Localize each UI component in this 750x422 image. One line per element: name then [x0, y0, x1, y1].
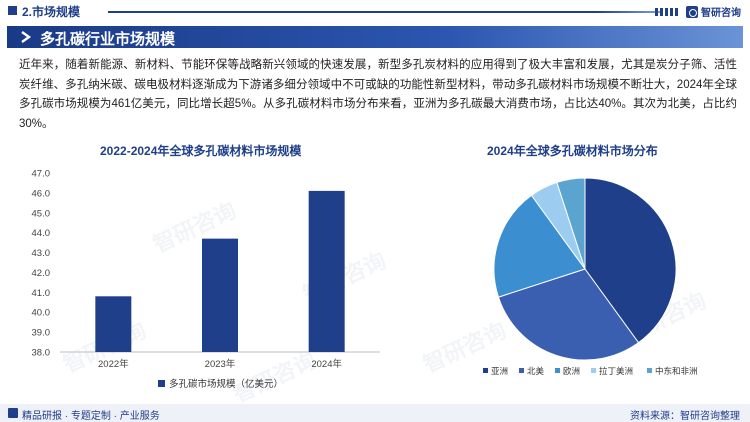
chevron-right-icon — [21, 31, 32, 43]
bar-3 — [308, 190, 345, 352]
top-bar: 2.市场规模 智研咨询 — [0, 0, 750, 22]
brand-logo-icon — [686, 5, 698, 18]
x-tick-label: 2023年 — [205, 358, 236, 370]
pie-legend-swatch — [483, 368, 488, 373]
bar-2 — [202, 238, 238, 352]
pie-legend-label: 亚洲 — [491, 366, 508, 376]
footer-logo-icon — [8, 408, 18, 418]
section-marker — [8, 6, 17, 15]
y-tick-label: 42.0 — [32, 268, 51, 279]
legend-swatch — [158, 380, 165, 387]
section-title: 2.市场规模 — [22, 5, 81, 19]
x-tick-label: 2024年 — [311, 358, 342, 370]
pie-chart: 亚洲 北美 欧洲 拉丁美洲 中东和非洲 — [483, 177, 698, 376]
legend-label: 多孔碳市场规模（亿美元） — [169, 378, 283, 390]
footer-tagline: 精品研报 · 专题定制 · 产业服务 — [22, 411, 160, 422]
brand-name: 智研咨询 — [701, 8, 741, 19]
y-tick-label: 45.0 — [32, 208, 51, 219]
pie-legend-swatch — [591, 368, 596, 373]
pie-chart-title: 2024年全球多孔碳材料市场分布 — [487, 144, 658, 158]
y-tick-label: 38.0 — [32, 348, 51, 359]
pie-legend-label: 北美 — [527, 366, 545, 376]
y-tick-label: 39.0 — [32, 328, 51, 339]
intro-paragraph: 近年来，随着新能源、新材料、节能环保等战略新兴领域的快速发展，新型多孔炭材料的应… — [19, 59, 737, 130]
pie-legend-swatch — [647, 368, 652, 373]
y-tick-label: 40.0 — [32, 308, 51, 319]
y-tick-label: 43.0 — [32, 248, 51, 259]
y-tick-label: 44.0 — [32, 228, 51, 239]
header-divider-dashes — [655, 8, 679, 16]
footer-bar: 精品研报 · 专题定制 · 产业服务 资料来源：智研咨询整理 — [0, 404, 750, 422]
y-tick-label: 47.0 — [32, 169, 51, 180]
bar-chart-title: 2022-2024年全球多孔碳材料市场规模 — [100, 144, 302, 158]
pie-legend-swatch — [555, 368, 560, 373]
pie-slice-2 — [497, 268, 640, 361]
pie-legend-swatch — [519, 368, 524, 373]
y-tick-label: 46.0 — [32, 188, 51, 199]
pie-legend-label: 欧洲 — [563, 366, 580, 376]
pie-slice-1 — [584, 177, 677, 344]
pie-slice-3 — [493, 194, 586, 298]
bar-chart: 38.0 39.0 40.0 41.0 42.0 43.0 44.0 45.0 46.0 47.0… — [32, 169, 380, 390]
pie-legend-label: 中东和非洲 — [655, 366, 698, 376]
brand: 智研咨询 — [686, 4, 741, 19]
title-banner: 多孔碳行业市场规模 — [7, 26, 743, 48]
y-tick-label: 41.0 — [32, 288, 51, 299]
header-divider — [108, 11, 663, 13]
footer-source: 资料来源：智研咨询整理 — [630, 411, 740, 422]
x-tick-label: 2022年 — [98, 358, 129, 370]
bar-1 — [95, 296, 132, 352]
banner-title: 多孔碳行业市场规模 — [40, 31, 176, 48]
pie-legend-label: 拉丁美洲 — [599, 366, 633, 376]
pie-slice-5 — [556, 177, 586, 270]
